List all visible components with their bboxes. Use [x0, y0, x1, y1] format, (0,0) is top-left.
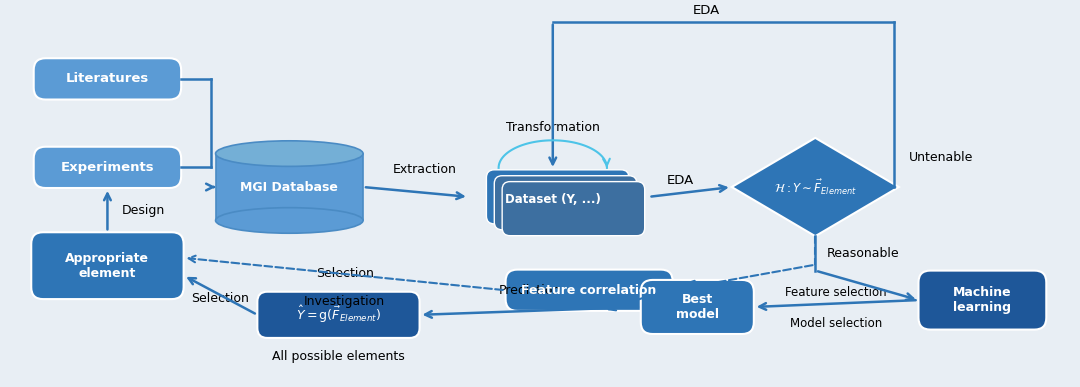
FancyBboxPatch shape [918, 271, 1047, 330]
Text: Transformation: Transformation [505, 122, 599, 134]
FancyBboxPatch shape [505, 270, 673, 311]
FancyBboxPatch shape [33, 147, 181, 188]
Text: Selection: Selection [315, 267, 374, 281]
Text: Feature correlation: Feature correlation [522, 284, 657, 297]
Text: Investigation: Investigation [305, 295, 386, 308]
Text: Untenable: Untenable [908, 151, 973, 164]
Text: EDA: EDA [666, 174, 694, 187]
FancyBboxPatch shape [31, 232, 184, 299]
Text: Experiments: Experiments [60, 161, 154, 174]
FancyBboxPatch shape [257, 292, 419, 338]
FancyBboxPatch shape [486, 170, 629, 224]
Text: MGI Database: MGI Database [241, 180, 338, 194]
FancyBboxPatch shape [33, 58, 181, 99]
Text: Model selection: Model selection [791, 317, 882, 330]
Ellipse shape [216, 141, 363, 166]
Bar [216, 154, 363, 221]
Text: Prediction: Prediction [499, 284, 562, 297]
Text: Design: Design [122, 204, 165, 217]
Text: Best
model: Best model [676, 293, 719, 321]
Text: Appropriate
element: Appropriate element [66, 252, 149, 280]
Text: Reasonable: Reasonable [827, 247, 900, 260]
Text: $\hat{Y}=\mathrm{g}(\vec{F}_{Element})$: $\hat{Y}=\mathrm{g}(\vec{F}_{Element})$ [296, 304, 381, 325]
Text: Extraction: Extraction [393, 163, 457, 176]
Text: EDA: EDA [692, 4, 719, 17]
FancyBboxPatch shape [640, 280, 754, 334]
Text: Feature selection: Feature selection [785, 286, 887, 299]
Ellipse shape [216, 208, 363, 233]
FancyBboxPatch shape [495, 176, 637, 230]
Text: Selection: Selection [191, 292, 249, 305]
Text: Dataset (Y, ...): Dataset (Y, ...) [504, 193, 600, 206]
FancyBboxPatch shape [502, 182, 645, 236]
Text: $\mathcal{H}:Y\sim\vec{F}_{Element}$: $\mathcal{H}:Y\sim\vec{F}_{Element}$ [773, 178, 856, 197]
Text: Literatures: Literatures [66, 72, 149, 86]
Text: Machine
learning: Machine learning [953, 286, 1012, 314]
Text: All possible elements: All possible elements [272, 350, 405, 363]
Polygon shape [732, 138, 899, 236]
